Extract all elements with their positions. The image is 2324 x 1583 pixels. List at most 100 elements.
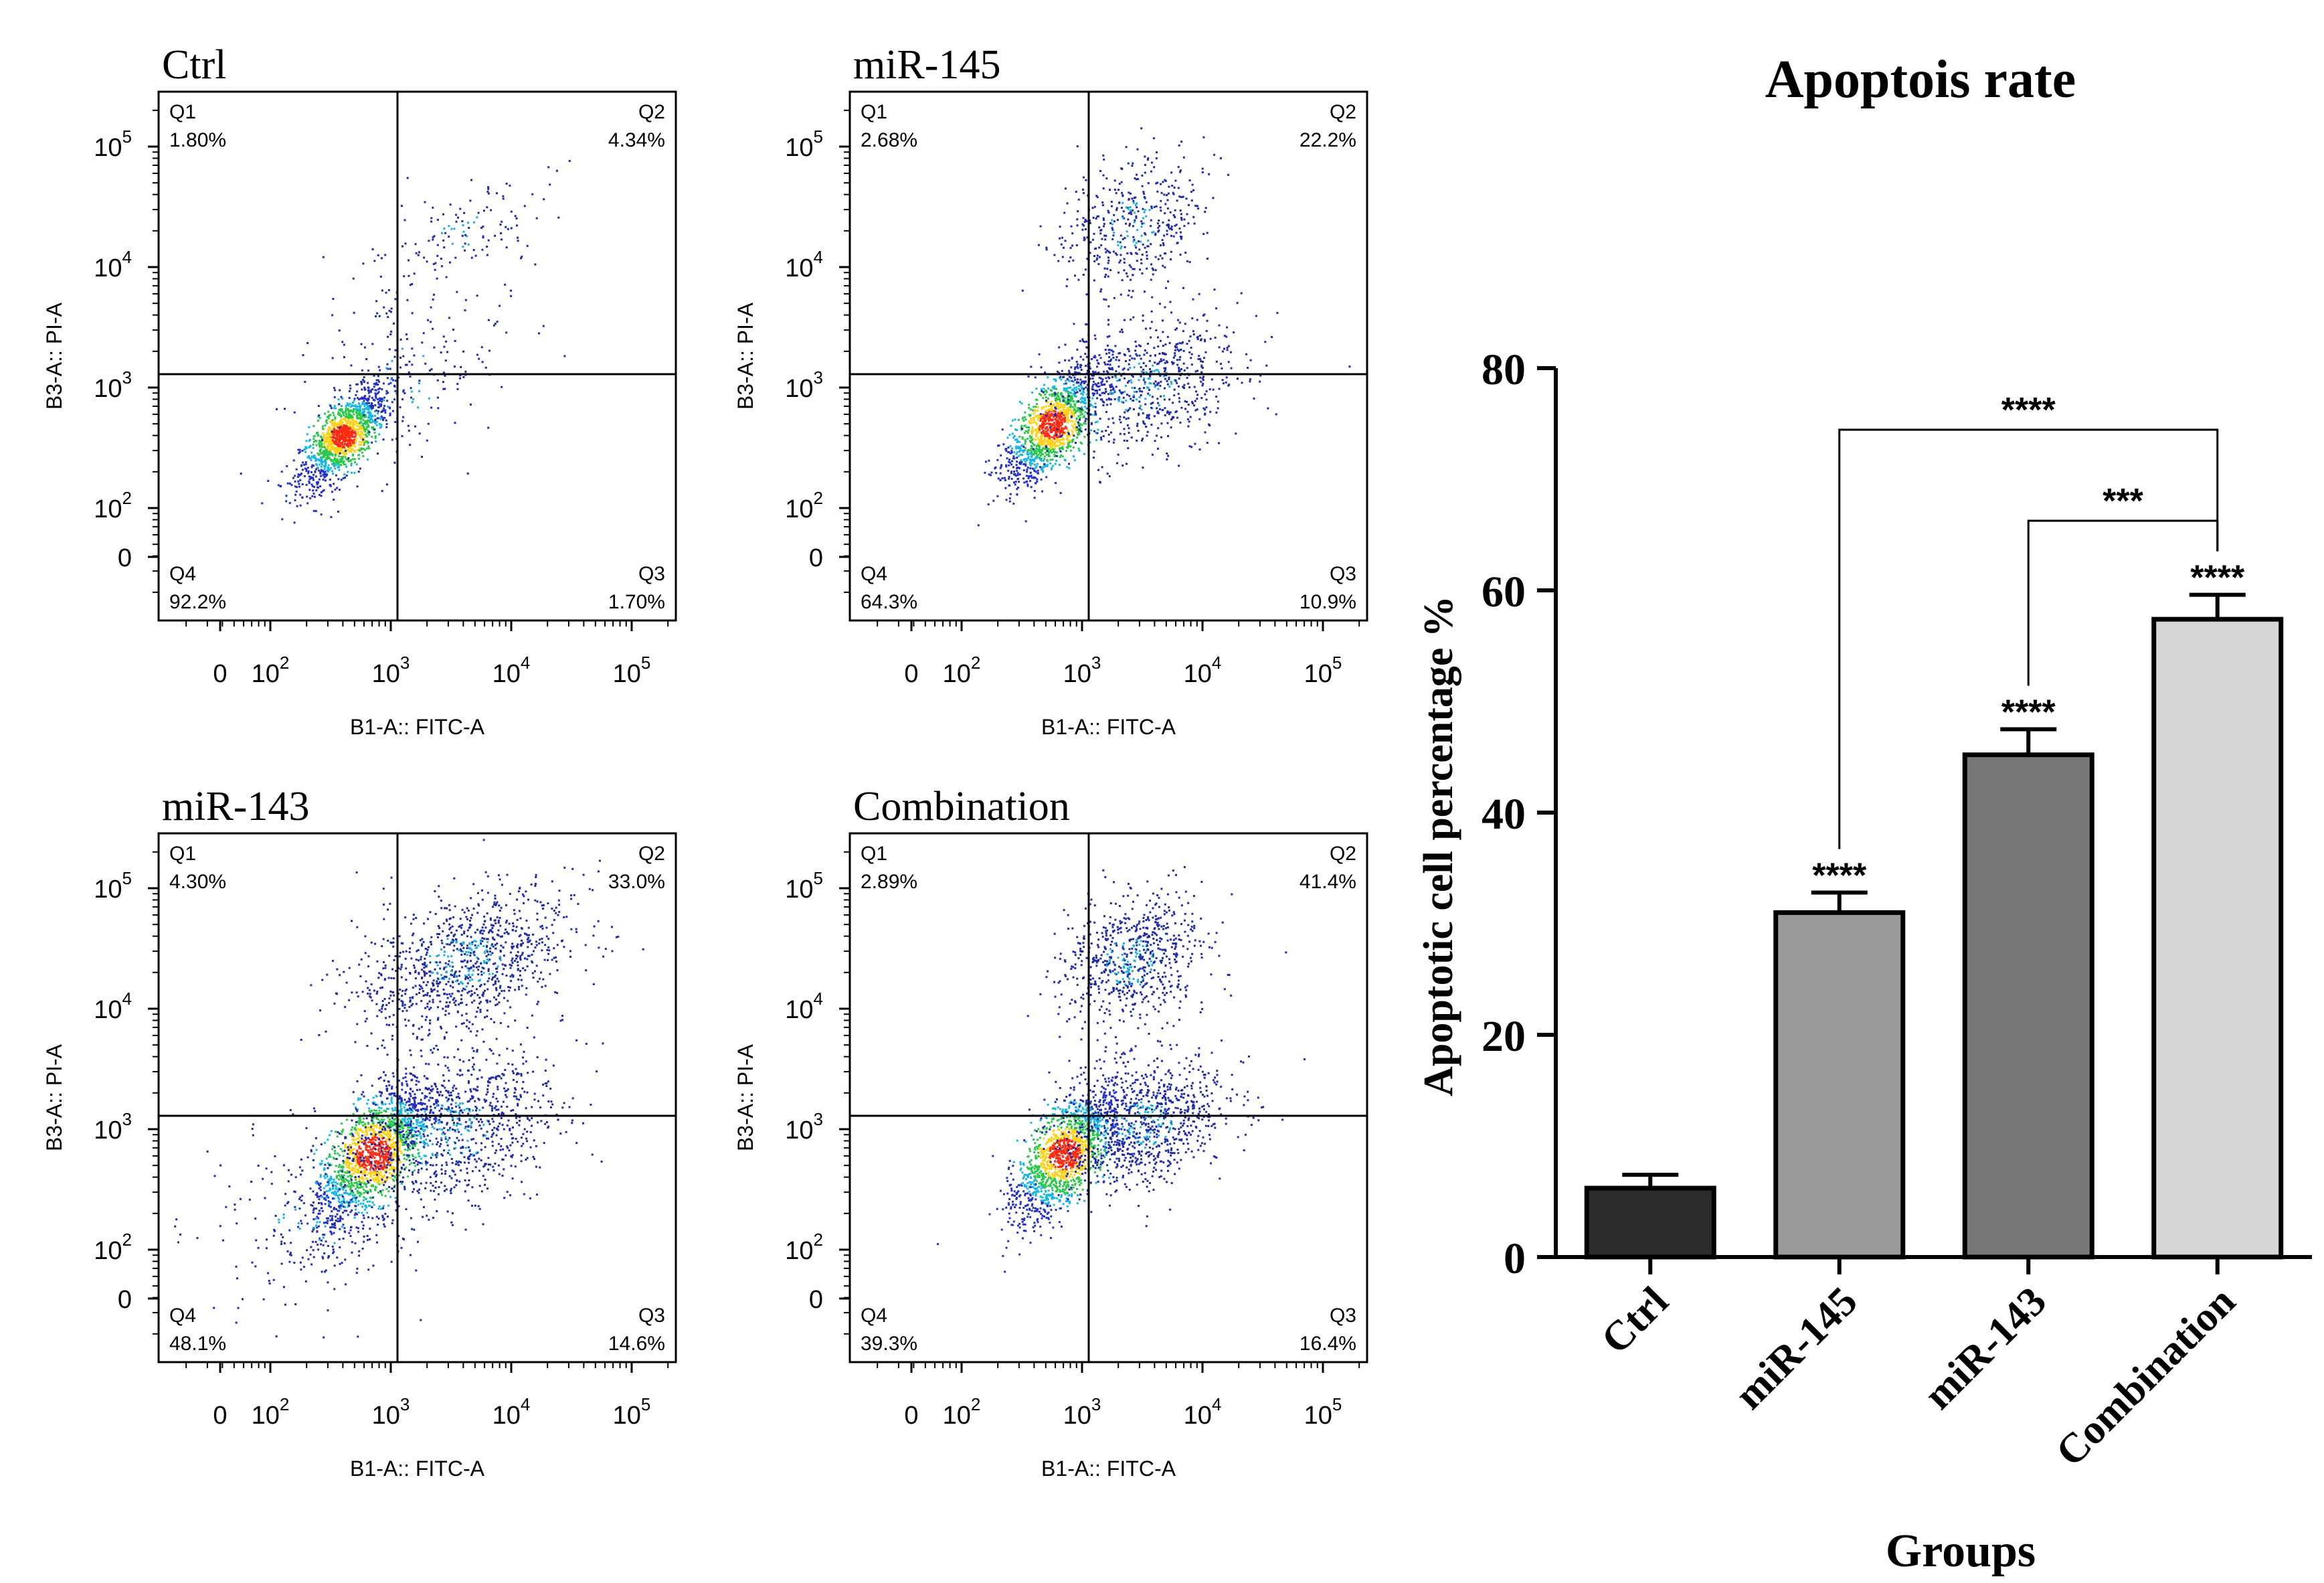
scatter-point — [1069, 405, 1072, 408]
scatter-point — [387, 1176, 389, 1179]
scatter-point — [1047, 418, 1050, 421]
scatter-point — [344, 447, 347, 450]
scatter-point — [366, 1200, 369, 1203]
scatter-point — [1069, 256, 1072, 259]
scatter-point — [1013, 451, 1016, 454]
scatter-point — [337, 465, 340, 467]
scatter-point — [430, 368, 433, 371]
scatter-point — [342, 455, 345, 458]
scatter-point — [1110, 205, 1113, 207]
scatter-point — [348, 1161, 351, 1164]
scatter-point — [338, 440, 341, 442]
scatter-point — [1141, 370, 1143, 373]
scatter-point — [368, 413, 371, 416]
scatter-point — [1040, 436, 1042, 438]
scatter-point — [476, 353, 478, 356]
scatter-point — [1039, 452, 1041, 454]
scatter-point — [1134, 349, 1137, 352]
scatter-point — [1032, 430, 1035, 433]
scatter-point — [342, 452, 345, 454]
scatter-point — [1084, 400, 1087, 402]
scatter-point — [1006, 457, 1008, 460]
scatter-point — [321, 442, 323, 445]
scatter-point — [1130, 436, 1133, 439]
scatter-point — [1140, 226, 1143, 228]
scatter-point — [327, 429, 329, 431]
scatter-point — [387, 383, 390, 386]
scatter-point — [1096, 196, 1099, 199]
scatter-point — [1113, 189, 1116, 191]
scatter-point — [1153, 369, 1156, 372]
scatter-point — [1069, 449, 1072, 452]
y-axis-label: B3-A:: PI-A — [42, 302, 66, 410]
scatter-point — [361, 1124, 364, 1127]
scatter-point — [1061, 256, 1064, 258]
scatter-point — [418, 390, 421, 392]
scatter-point — [374, 419, 377, 422]
scatter-point — [436, 1129, 438, 1131]
scatter-point — [1055, 454, 1058, 457]
scatter-point — [415, 252, 418, 254]
scatter-point — [1041, 443, 1044, 446]
scatter-point — [360, 430, 363, 433]
scatter-point — [1061, 438, 1063, 441]
scatter-point — [1081, 442, 1083, 445]
scatter-point — [337, 411, 340, 414]
scatter-point — [1200, 364, 1203, 367]
scatter-point — [1121, 329, 1123, 331]
scatter-point — [1138, 414, 1140, 416]
scatter-point — [1180, 218, 1183, 221]
scatter-point — [1168, 219, 1170, 222]
scatter-point — [1044, 448, 1047, 450]
scatter-point — [1177, 319, 1180, 321]
scatter-point — [1069, 441, 1071, 444]
scatter-point — [1218, 324, 1221, 327]
scatter-point — [343, 418, 345, 421]
scatter-point — [1071, 399, 1073, 402]
quadrant-q1: Q11.80% — [169, 101, 226, 151]
scatter-point — [1103, 361, 1106, 364]
scatter-point — [456, 290, 458, 293]
quadrant-percentage: 4.34% — [608, 129, 665, 151]
scatter-point — [363, 376, 365, 379]
scatter-point — [1051, 467, 1053, 469]
scatter-point — [351, 448, 353, 450]
scatter-point — [372, 1174, 375, 1177]
scatter-point — [1051, 395, 1053, 398]
scatter-point — [1129, 355, 1132, 357]
scatter-point — [1051, 465, 1054, 467]
scatter-point — [1126, 207, 1129, 209]
scatter-point — [1183, 384, 1186, 386]
scatter-point — [1115, 386, 1118, 388]
scatter-point — [1150, 170, 1152, 173]
scatter-point — [1076, 348, 1079, 351]
scatter-point — [320, 470, 323, 473]
scatter-point — [1093, 430, 1095, 432]
scatter-point — [1053, 392, 1056, 394]
scatter-point — [347, 445, 349, 448]
scatter-point — [328, 442, 331, 445]
scatter-point — [1058, 361, 1061, 364]
scatter-point — [1041, 490, 1043, 493]
scatter-point — [1122, 391, 1124, 394]
scatter-point — [1063, 212, 1066, 214]
scatter-point — [1140, 394, 1142, 396]
scatter-point — [1061, 420, 1063, 423]
scatter-point — [1140, 262, 1143, 264]
scatter-point — [1075, 382, 1078, 384]
scatter-point — [1020, 426, 1023, 428]
scatter-point — [1037, 463, 1039, 465]
scatter-point — [1133, 238, 1136, 241]
scatter-point — [1073, 413, 1075, 415]
scatter-point — [1165, 371, 1168, 374]
scatter-point — [1126, 235, 1129, 238]
scatter-point — [1146, 386, 1148, 389]
scatter-point — [1180, 238, 1182, 240]
scatter-point — [1011, 419, 1014, 422]
scatter-point — [363, 386, 366, 389]
scatter-point — [351, 430, 354, 432]
scatter-point — [355, 408, 357, 410]
scatter-point — [1040, 366, 1043, 369]
scatter-point — [300, 1222, 303, 1225]
scatter-point — [1034, 482, 1037, 485]
